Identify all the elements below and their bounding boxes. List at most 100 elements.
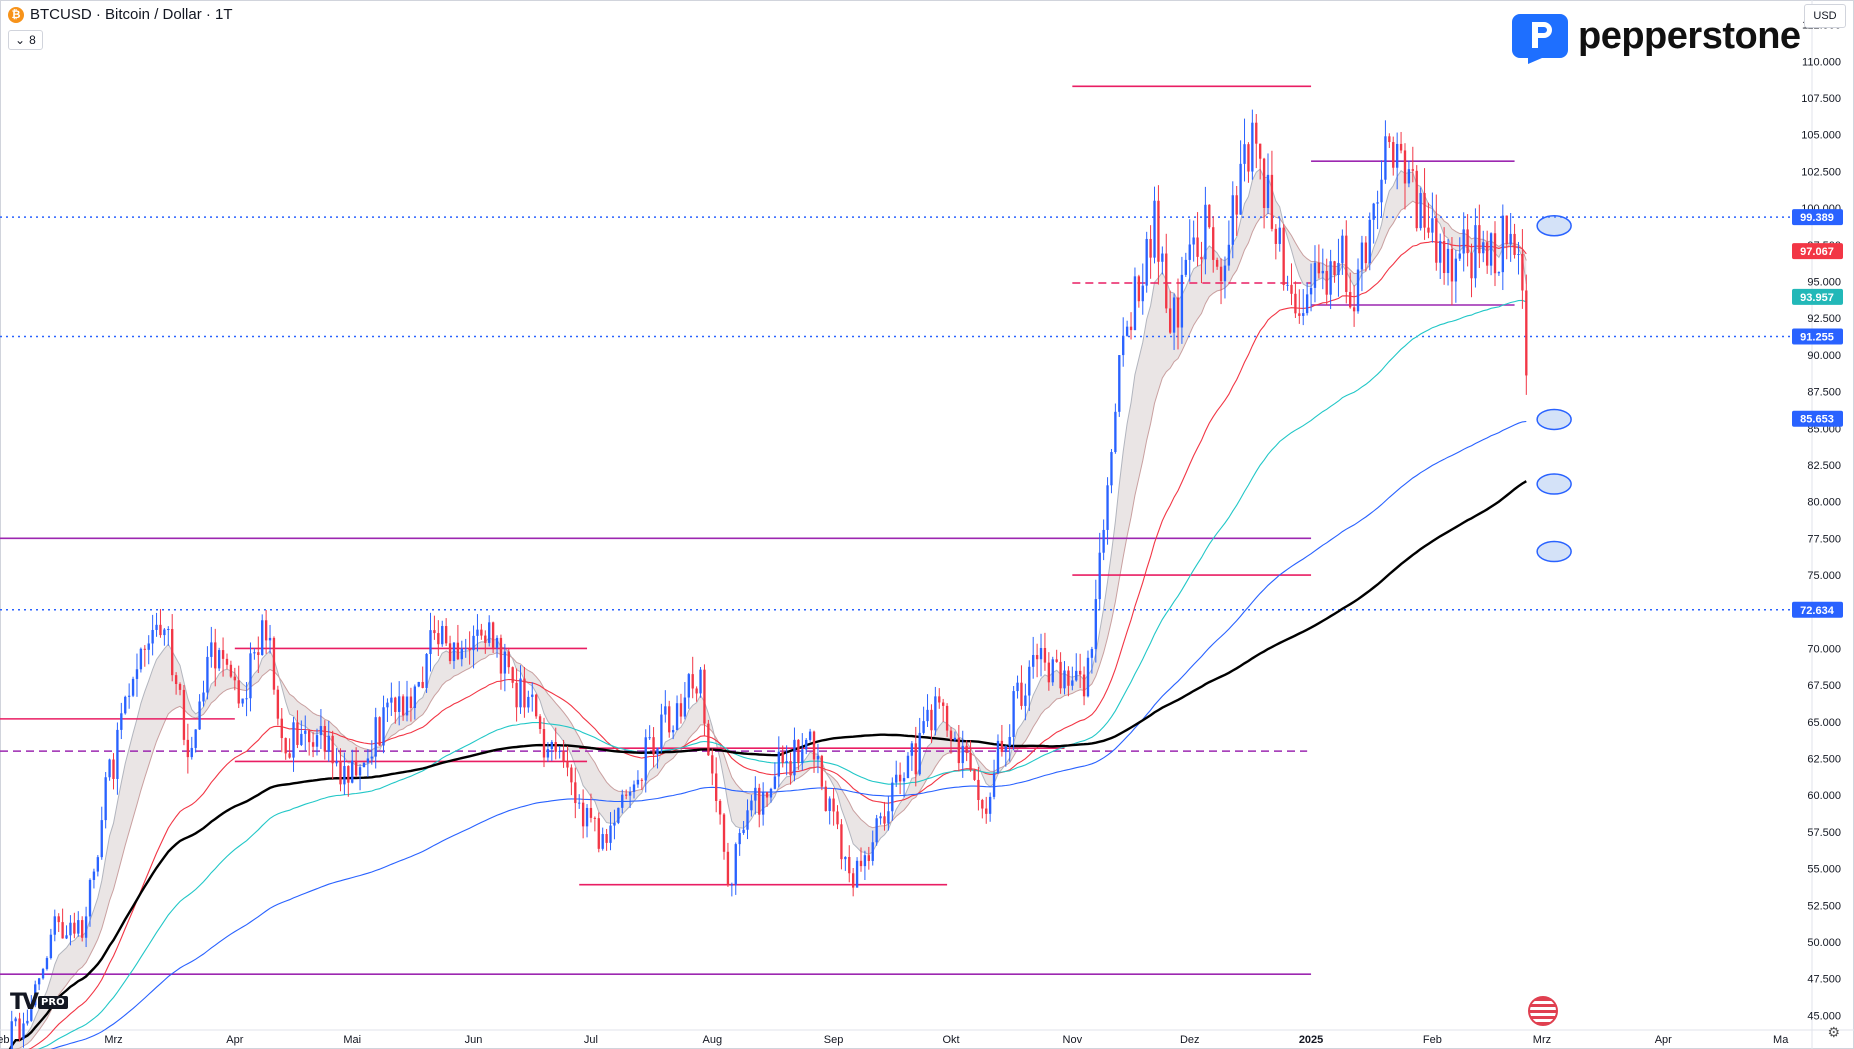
candle-body	[1427, 227, 1430, 233]
candle-body	[824, 786, 827, 811]
settings-icon[interactable]: ⚙	[1827, 1024, 1840, 1040]
candle-body	[1525, 290, 1528, 376]
candle-body	[1341, 235, 1344, 263]
candle-body	[1513, 233, 1516, 255]
candle-body	[883, 816, 886, 824]
candle-body	[554, 742, 557, 752]
candle-body	[194, 729, 197, 748]
candle-body	[488, 622, 491, 643]
candle-body	[988, 796, 992, 814]
candle-body	[88, 879, 92, 917]
candle-body	[1337, 262, 1340, 275]
symbol-title[interactable]: BTCUSD · Bitcoin / Dollar · 1T	[30, 6, 233, 23]
candle-body	[1266, 174, 1270, 208]
candle-body	[668, 706, 671, 733]
candle-body	[163, 629, 166, 636]
candle-body	[1172, 297, 1176, 333]
candle-body	[398, 696, 401, 712]
candle-body	[441, 626, 444, 645]
candle-body	[343, 766, 346, 785]
candle-body	[550, 742, 553, 750]
price-tick-label: 50.000	[1807, 937, 1841, 949]
candle-body	[1302, 313, 1305, 316]
candle-body	[1446, 248, 1450, 274]
currency-select[interactable]: USD	[1804, 4, 1846, 28]
candle-body	[409, 696, 413, 709]
flag-icon[interactable]	[1528, 996, 1558, 1026]
candle-body	[1004, 745, 1007, 752]
candle-body	[867, 855, 870, 861]
candle-body	[425, 654, 428, 688]
candle-body	[1098, 552, 1101, 600]
time-tick-label: Dez	[1180, 1034, 1200, 1046]
candle-body	[699, 669, 702, 694]
candle-body	[789, 761, 792, 776]
candle-body	[628, 791, 632, 796]
candle-body	[1161, 253, 1164, 262]
symbol-header[interactable]: ₿ BTCUSD · Bitcoin / Dollar · 1T	[8, 6, 233, 23]
candle-body	[1063, 670, 1066, 689]
candle-body	[515, 682, 518, 708]
time-tick-label: Nov	[1063, 1034, 1083, 1046]
candle-body	[1251, 122, 1254, 172]
candle-body	[476, 629, 479, 636]
candle-body	[171, 628, 174, 676]
candle-body	[1239, 163, 1242, 215]
price-label-text: 85.653	[1800, 414, 1834, 426]
candle-body	[1118, 355, 1121, 412]
time-tick-label: 2025	[1299, 1034, 1323, 1046]
candle-body	[249, 653, 252, 699]
candle-body	[519, 678, 522, 708]
candle-body	[671, 729, 675, 733]
ema-ribbon	[10, 169, 1527, 1049]
candle-body	[687, 674, 690, 698]
price-tick-label: 77.500	[1807, 533, 1841, 545]
candle-body	[288, 753, 291, 758]
candle-body	[1392, 142, 1395, 168]
candle-body	[910, 743, 914, 756]
candle-body	[1243, 144, 1246, 164]
candle-body	[382, 707, 385, 746]
candle-body	[225, 658, 229, 665]
candle-body	[1157, 200, 1160, 262]
candle-body	[155, 624, 158, 630]
indicator-count: 8	[29, 33, 36, 47]
candle-body	[1290, 284, 1293, 294]
candle-body	[22, 1023, 25, 1040]
candle-body	[1071, 680, 1074, 686]
candle-body	[1043, 648, 1047, 663]
candle-body	[675, 703, 679, 730]
candle-body	[1176, 297, 1180, 328]
candle-body	[49, 934, 53, 959]
candle-body	[949, 730, 953, 740]
candle-body	[182, 689, 186, 740]
candle-body	[374, 717, 377, 757]
candle-body	[1360, 242, 1364, 270]
candle-body	[120, 713, 123, 730]
candle-body	[891, 782, 894, 812]
candle-body	[503, 651, 507, 674]
indicator-toggle[interactable]: ⌄ 8	[8, 30, 43, 50]
candle-body	[1349, 291, 1352, 308]
moving-average-line	[50, 420, 1527, 1049]
candle-body	[969, 752, 972, 771]
candle-body	[65, 935, 68, 939]
candle-body	[210, 642, 213, 657]
candle-body	[1403, 150, 1407, 184]
candle-body	[264, 620, 268, 641]
candle-body	[460, 648, 463, 660]
candle-body	[233, 676, 236, 681]
candle-body	[977, 779, 980, 801]
candle-body	[742, 829, 745, 834]
candle-body	[1368, 219, 1371, 264]
candle-body	[1255, 122, 1258, 144]
candle-body	[1411, 169, 1414, 171]
candle-body	[844, 856, 847, 860]
candle-body	[241, 698, 244, 704]
candle-body	[1235, 195, 1238, 215]
candle-body	[1313, 262, 1317, 288]
candle-body	[484, 635, 487, 643]
candle-body	[589, 807, 593, 818]
